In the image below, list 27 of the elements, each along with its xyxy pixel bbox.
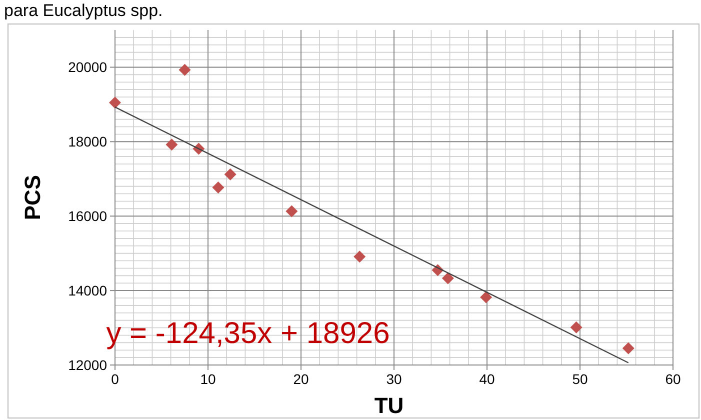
point <box>354 250 366 263</box>
x-tick-label: 30 <box>386 371 402 387</box>
point <box>109 96 121 109</box>
x-tick-label: 60 <box>665 371 681 387</box>
point <box>622 342 634 354</box>
point <box>224 168 236 180</box>
annotation: y = -124,35x + 18926 <box>106 316 390 350</box>
x-axis-title: TU <box>374 393 404 418</box>
y-tick-label: 14000 <box>68 282 108 299</box>
point <box>442 272 454 284</box>
y-axis-title: PCS <box>20 174 45 220</box>
point <box>166 138 178 151</box>
x-tick-label: 50 <box>572 371 588 387</box>
point <box>570 321 582 334</box>
point <box>480 291 492 304</box>
chart-title: para Eucalyptus spp. <box>4 1 163 20</box>
y-tick-label: 16000 <box>68 208 108 224</box>
y-tick-label: 20000 <box>68 59 108 76</box>
point <box>178 64 191 76</box>
x-tick-label: 10 <box>200 371 216 387</box>
point <box>212 181 224 194</box>
point <box>286 205 298 218</box>
x-tick-label: 20 <box>293 371 309 387</box>
y-tick-label: 18000 <box>68 134 108 150</box>
y-tick-label: 12000 <box>68 357 108 373</box>
x-tick-label: 0 <box>111 371 120 387</box>
x-tick-label: 40 <box>479 371 495 387</box>
